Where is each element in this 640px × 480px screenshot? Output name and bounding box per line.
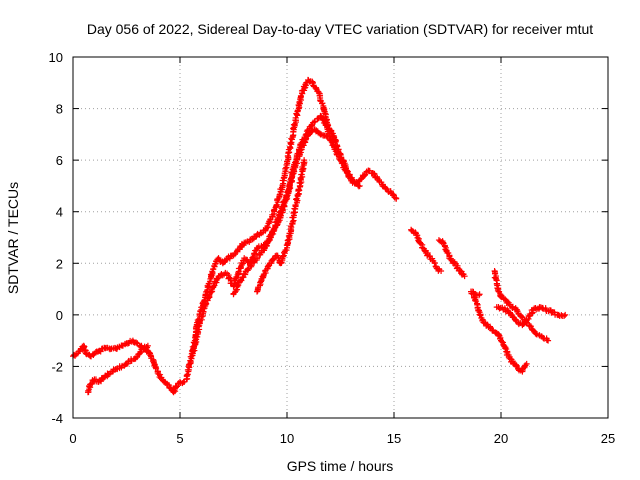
series-arc-12	[493, 303, 569, 329]
data-point	[393, 195, 400, 202]
series-arc-4	[189, 112, 363, 357]
data-point	[494, 287, 501, 294]
data-point	[334, 143, 341, 150]
data-point	[502, 345, 509, 352]
data-point	[523, 360, 530, 367]
data-point	[275, 254, 282, 261]
data-point	[282, 165, 289, 172]
data-point	[545, 337, 552, 344]
data-point	[279, 253, 286, 260]
data-point	[82, 350, 89, 357]
data-point	[477, 312, 484, 319]
data-point	[561, 312, 568, 319]
data-series	[70, 76, 569, 396]
data-point	[132, 339, 139, 346]
series-arc-7	[408, 226, 445, 275]
data-point	[312, 85, 319, 92]
x-tick-label: 20	[494, 431, 508, 446]
data-point	[287, 139, 294, 146]
x-tick-label: 5	[176, 431, 183, 446]
data-point	[527, 323, 534, 330]
y-tick-label: -2	[51, 359, 63, 374]
data-point	[461, 273, 468, 280]
data-point	[496, 305, 503, 312]
data-point	[183, 372, 190, 379]
y-tick-label: 10	[49, 50, 63, 65]
y-tick-label: -4	[51, 411, 63, 426]
series-arc-9	[468, 288, 530, 375]
data-point	[562, 311, 569, 318]
data-point	[105, 371, 112, 378]
y-axis-label: SDTVAR / TECUs	[5, 182, 21, 294]
data-point	[238, 277, 245, 284]
axis-ticks: 0 5 10 15 20 25 -4 -2 0 2 4 6 8 10	[49, 50, 616, 446]
data-point	[158, 374, 165, 381]
data-point	[144, 342, 151, 349]
data-point	[271, 225, 278, 232]
x-tick-label: 25	[601, 431, 615, 446]
data-point	[192, 341, 199, 348]
data-point	[325, 122, 332, 129]
series-arc-8	[435, 237, 468, 280]
y-tick-label: 8	[56, 102, 63, 117]
data-point	[275, 212, 282, 219]
data-point	[431, 260, 438, 267]
grid	[73, 57, 608, 418]
data-point	[264, 223, 271, 230]
y-tick-label: 6	[56, 153, 63, 168]
data-point	[346, 171, 353, 178]
chart-title: Day 056 of 2022, Sidereal Day-to-day VTE…	[87, 21, 593, 37]
series-arc-10	[468, 288, 483, 299]
data-point	[518, 313, 525, 320]
data-point	[543, 336, 550, 343]
x-axis-label: GPS time / hours	[287, 458, 394, 474]
x-tick-label: 0	[69, 431, 76, 446]
plot-frame	[72, 56, 609, 419]
data-point	[494, 285, 501, 292]
y-tick-label: 0	[56, 308, 63, 323]
data-point	[298, 171, 305, 178]
data-point	[301, 157, 308, 164]
x-tick-label: 10	[280, 431, 294, 446]
series-arc-5	[230, 126, 335, 298]
series-arc-6	[254, 157, 308, 295]
data-point	[249, 236, 256, 243]
x-tick-label: 15	[387, 431, 401, 446]
data-point	[328, 136, 335, 143]
series-arc-1	[70, 337, 188, 396]
y-tick-label: 2	[56, 256, 63, 271]
series-arc-2	[84, 342, 151, 396]
series-arc-11	[491, 268, 552, 344]
data-point	[254, 255, 261, 262]
data-point	[476, 291, 483, 298]
data-point	[332, 138, 339, 145]
data-point	[356, 182, 363, 189]
data-point	[438, 268, 445, 275]
data-point	[210, 283, 217, 290]
y-tick-label: 4	[56, 205, 63, 220]
